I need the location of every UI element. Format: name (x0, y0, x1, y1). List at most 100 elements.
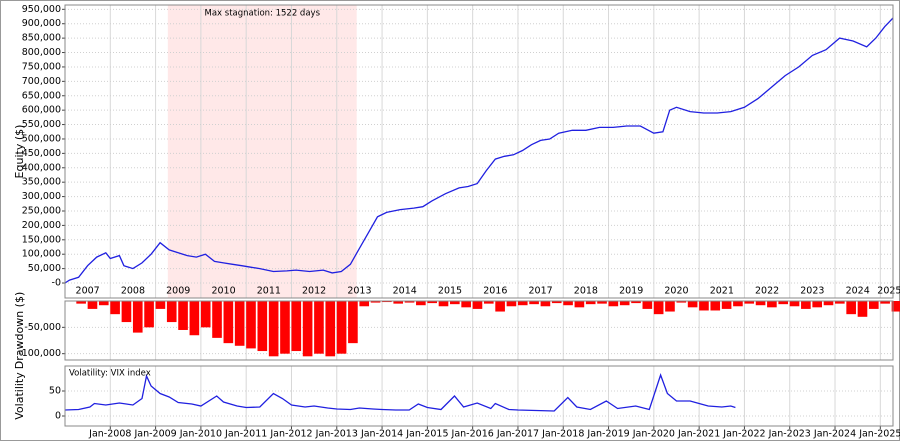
y-tick-label: 400,000 (22, 162, 61, 173)
plot-area (65, 301, 893, 360)
y-tick-label: 100,000 (22, 249, 61, 260)
drawdown-bar (789, 301, 800, 307)
x-tick-label: 2007 (76, 286, 100, 297)
x-tick-label: Jan-2015 (405, 429, 448, 440)
drawdown-bar (506, 301, 517, 307)
y-tick-label: -100,000 (18, 348, 61, 359)
x-tick-label: Jan-2008 (88, 429, 131, 440)
x-tick-label: Jan-2012 (269, 429, 312, 440)
drawdown-bar (200, 301, 211, 328)
x-tick-label: Jan-2018 (541, 429, 584, 440)
y-tick-label: 650,000 (22, 90, 61, 101)
y-axis-title: Volatility (13, 372, 26, 420)
drawdown-bar (529, 301, 539, 305)
x-tick-label: 2011 (257, 286, 281, 297)
drawdown-bar (336, 301, 347, 354)
drawdown-bar (653, 301, 664, 315)
drawdown-bar (212, 301, 222, 338)
y-tick-label: -0 (52, 278, 61, 289)
drawdown-bar (551, 301, 562, 304)
annotation: Max stagnation: 1522 days (205, 9, 321, 19)
drawdown-bar (178, 301, 188, 330)
annotation: Volatility: VIX index (69, 369, 151, 379)
stagnation-band (167, 5, 357, 298)
drawdown-bar (857, 301, 868, 317)
x-tick-label: Jan-2022 (722, 429, 765, 440)
x-tick-label: 2008 (121, 286, 145, 297)
y-axis-title: Equity ($) (13, 125, 26, 179)
x-tick-label: Jan-2011 (224, 429, 267, 440)
x-tick-label: 2022 (755, 286, 779, 297)
drawdown-bar (597, 301, 607, 304)
drawdown-bar (767, 301, 777, 308)
y-tick-label: 250,000 (22, 205, 61, 216)
drawdown-bar (461, 301, 471, 308)
y-tick-label: -50,000 (24, 322, 61, 333)
y-tick-label: 900,000 (22, 18, 61, 29)
plot-frame (64, 300, 894, 361)
y-tick-label: 200,000 (22, 220, 61, 231)
drawdown-bar (642, 301, 653, 309)
x-tick-label: Jan-2009 (133, 429, 176, 440)
x-tick-label: 2018 (574, 286, 598, 297)
line-series (64, 17, 894, 284)
x-tick-label: Jan-2020 (632, 429, 675, 440)
drawdown-bar (280, 301, 290, 354)
x-tick-label: Jan-2017 (496, 429, 539, 440)
drawdown-bar (846, 301, 856, 315)
y-tick-label: 150,000 (22, 234, 61, 245)
y-tick-label: 800,000 (22, 47, 61, 58)
x-tick-label: 2013 (347, 286, 371, 297)
drawdown-bar (563, 301, 573, 306)
y-tick-label: 950,000 (22, 4, 61, 15)
drawdown-bar (234, 301, 245, 346)
y-tick-label: 700,000 (22, 76, 61, 87)
y-tick-label: 550,000 (22, 119, 61, 130)
drawdown-bar (801, 301, 811, 309)
drawdown-bar (110, 301, 120, 315)
drawdown-bar (540, 301, 551, 307)
x-tick-label: 2025 (877, 286, 900, 297)
x-tick-label: 2023 (800, 286, 824, 297)
drawdown-bar (314, 301, 324, 354)
x-tick-label: 2016 (483, 286, 507, 297)
drawdown-bar (665, 301, 675, 312)
drawdown-bar (585, 301, 596, 305)
x-tick-label: Jan-2010 (179, 429, 222, 440)
y-tick-label: 500,000 (22, 133, 61, 144)
plot-area (65, 366, 893, 426)
x-tick-label: 2015 (438, 286, 462, 297)
drawdown-bar (223, 301, 234, 344)
drawdown-bar (382, 301, 392, 303)
drawdown-bar (450, 301, 460, 305)
drawdown-bar (144, 301, 154, 328)
drawdown-bar (257, 301, 268, 352)
x-tick-label: Jan-2016 (451, 429, 494, 440)
drawdown-bar (483, 301, 494, 304)
y-tick-label: 600,000 (22, 105, 61, 116)
x-tick-label: 2012 (302, 286, 326, 297)
drawdown-bar (348, 301, 358, 344)
drawdown-bar (880, 301, 890, 304)
drawdown-bar (812, 301, 822, 308)
drawdown-bar (835, 301, 845, 304)
drawdown-bar (608, 301, 619, 307)
x-tick-label: 2020 (664, 286, 688, 297)
x-tick-label: 2010 (211, 286, 235, 297)
plot-frame (64, 4, 894, 299)
drawdown-bar (87, 301, 98, 309)
x-tick-label: Jan-2014 (360, 429, 403, 440)
x-tick-label: Jan-2019 (586, 429, 629, 440)
drawdown-bar (495, 301, 505, 312)
drawdown-bar (619, 301, 630, 306)
drawdown-bar (155, 301, 166, 309)
y-tick-label: 450,000 (22, 148, 61, 159)
drawdown-bar (676, 301, 687, 303)
drawdown-bar (393, 301, 404, 304)
x-tick-label: 2024 (846, 286, 870, 297)
drawdown-bar (823, 301, 834, 306)
x-tick-label: 2021 (710, 286, 734, 297)
drawdown-bar (755, 301, 766, 306)
y-tick-label: 50,000 (28, 263, 61, 274)
